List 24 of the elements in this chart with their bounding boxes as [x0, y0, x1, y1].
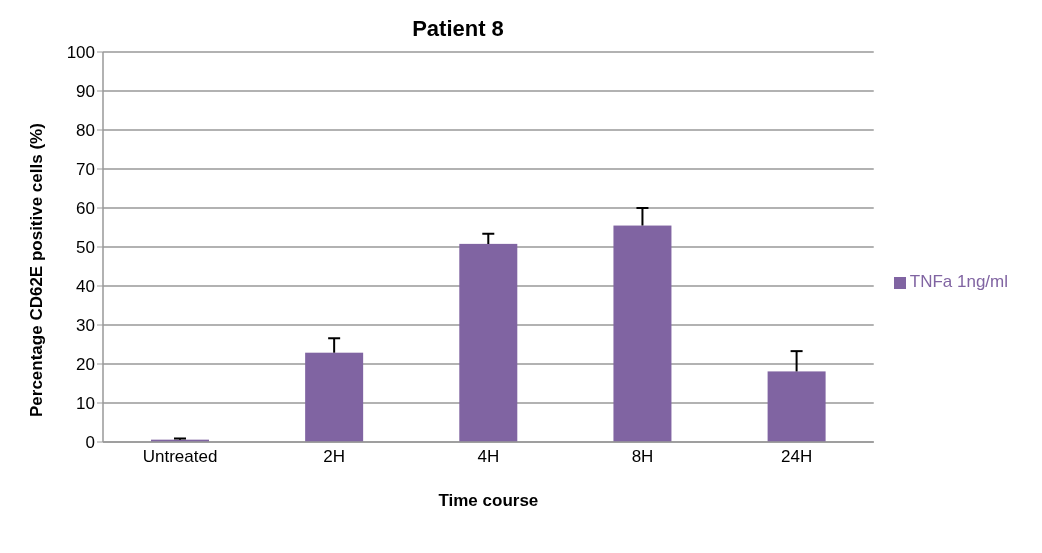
x-tick-label: 8H [631, 447, 654, 467]
x-tick-label: 2H [323, 447, 346, 467]
y-tick-label: 90 [76, 82, 95, 102]
y-tick-label: 10 [76, 394, 95, 414]
x-tick-label: Untreated [142, 447, 218, 467]
y-tick-label: 100 [66, 43, 95, 63]
y-tick-label: 30 [76, 316, 95, 336]
legend-label: TNFa 1ng/ml [909, 272, 1008, 291]
bar [613, 225, 672, 442]
bar [459, 243, 518, 442]
y-axis-title: Percentage CD62E positive cells (%) [27, 123, 47, 417]
y-tick-label: 50 [76, 238, 95, 258]
x-tick-label: 4H [477, 447, 500, 467]
y-tick-label: 80 [76, 121, 95, 141]
chart-title: Patient 8 [411, 15, 505, 42]
bar [305, 352, 364, 442]
bar [767, 371, 826, 442]
y-tick-label: 40 [76, 277, 95, 297]
y-tick-label: 60 [76, 199, 95, 219]
y-tick-label: 0 [85, 433, 95, 453]
x-tick-label: 24H [781, 447, 813, 467]
x-axis-title: Time course [438, 491, 539, 510]
y-tick-label: 70 [76, 160, 95, 180]
y-tick-label: 20 [76, 355, 95, 375]
